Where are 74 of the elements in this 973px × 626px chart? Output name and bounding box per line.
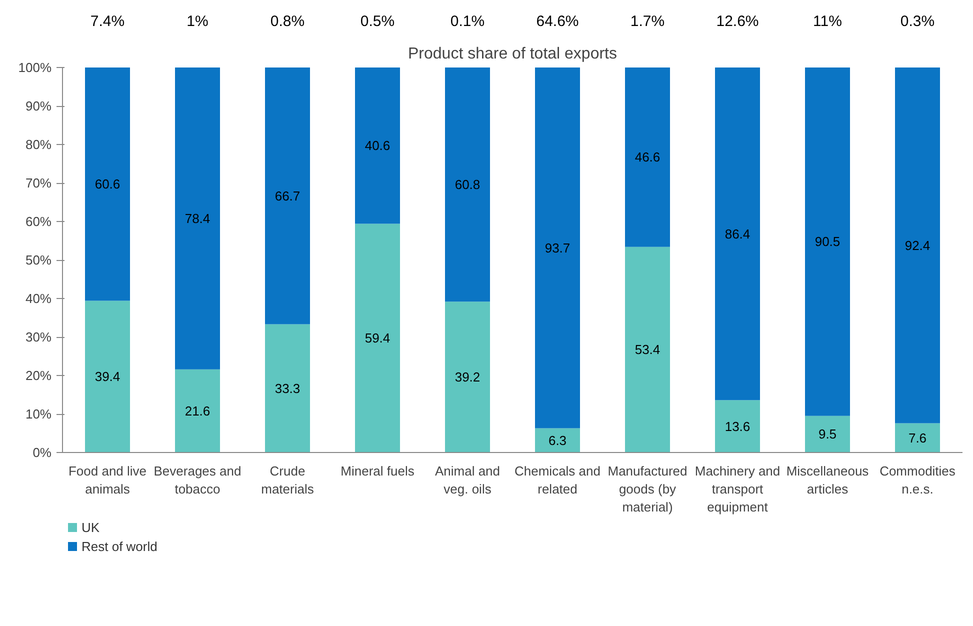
data-label: 60.6 bbox=[94, 176, 120, 192]
text: 1% bbox=[186, 13, 208, 30]
bar bbox=[175, 68, 220, 370]
y-tick-label: 70% bbox=[25, 176, 52, 190]
text: 0.8% bbox=[270, 13, 305, 30]
data-label: 59.4 bbox=[364, 330, 390, 346]
y-tick-label: 30% bbox=[25, 330, 52, 344]
y-tick-label: 10% bbox=[25, 406, 52, 422]
bar bbox=[85, 68, 130, 301]
y-tick-label: 0% bbox=[32, 445, 52, 460]
text: 11% bbox=[813, 13, 842, 30]
data-label: 93.7 bbox=[544, 240, 570, 256]
data-label: 39.4 bbox=[94, 369, 120, 384]
x-tick-label: Crude materials bbox=[261, 464, 314, 496]
data-label: 39.2 bbox=[454, 370, 480, 385]
bar bbox=[535, 68, 580, 428]
bar bbox=[895, 423, 940, 452]
text: 1.7% bbox=[630, 13, 665, 30]
y-tick-label: 60% bbox=[25, 214, 52, 229]
data-label: 46.6 bbox=[634, 150, 660, 165]
bar bbox=[625, 246, 670, 452]
bar bbox=[355, 68, 400, 224]
x-tick-label: Miscellaneous articles bbox=[786, 464, 870, 496]
bar bbox=[265, 324, 310, 452]
x-tick-label: Commodities n.e.s. bbox=[880, 464, 956, 496]
y-tick-label: 80% bbox=[25, 137, 52, 152]
x-tick-label: Machinery and transport equipment bbox=[694, 464, 780, 514]
data-label: 86.4 bbox=[724, 226, 750, 242]
x-tick-label: Chemicals and related bbox=[514, 464, 601, 496]
bar bbox=[535, 428, 580, 452]
data-label: 66.7 bbox=[274, 188, 300, 204]
y-tick-label: 20% bbox=[25, 368, 52, 383]
chart-title: Product share of total exports bbox=[408, 46, 617, 62]
data-label: 6.3 bbox=[548, 432, 567, 448]
data-label: 40.6 bbox=[364, 138, 390, 154]
x-tick-label: Manufactured goods (by material) bbox=[608, 464, 688, 514]
bar bbox=[625, 68, 670, 247]
x-tick-label: Food and live animals bbox=[68, 464, 147, 496]
bar bbox=[715, 68, 760, 400]
x-tick-label: Beverages and tobacco bbox=[154, 464, 242, 496]
data-label: 21.6 bbox=[184, 403, 210, 418]
x-tick-label: Animal and veg. oils bbox=[434, 464, 500, 496]
legend-label: UK bbox=[82, 520, 100, 535]
text: 64.6% bbox=[536, 13, 579, 30]
data-label: 33.3 bbox=[274, 380, 300, 396]
data-label: 60.8 bbox=[454, 177, 480, 192]
text: 0.5% bbox=[360, 13, 395, 30]
bar bbox=[355, 224, 400, 452]
text: 0.1% bbox=[450, 13, 485, 30]
bar bbox=[445, 68, 490, 302]
legend-label: Rest of world bbox=[82, 539, 158, 554]
text: 7.4% bbox=[90, 13, 125, 30]
data-label: 9.5 bbox=[818, 426, 837, 442]
bar bbox=[805, 68, 850, 416]
bar bbox=[895, 68, 940, 424]
x-tick-label: Mineral fuels bbox=[340, 464, 415, 478]
bar bbox=[85, 300, 130, 452]
bar bbox=[445, 302, 490, 452]
text: 0.3% bbox=[900, 13, 935, 30]
y-tick-label: 90% bbox=[25, 98, 52, 114]
bar bbox=[175, 369, 220, 452]
bar bbox=[715, 400, 760, 452]
y-tick-label: 40% bbox=[25, 291, 52, 306]
data-label: 53.4 bbox=[634, 342, 660, 358]
data-label: 78.4 bbox=[184, 210, 210, 226]
text: 12.6% bbox=[716, 13, 759, 30]
bar bbox=[805, 416, 850, 452]
data-label: 90.5 bbox=[814, 234, 840, 250]
y-tick-label: 100% bbox=[18, 60, 52, 75]
data-label: 13.6 bbox=[724, 418, 750, 434]
data-label: 92.4 bbox=[904, 238, 930, 253]
data-label: 7.6 bbox=[908, 430, 927, 446]
y-tick-label: 50% bbox=[25, 252, 52, 268]
bar bbox=[265, 68, 310, 324]
